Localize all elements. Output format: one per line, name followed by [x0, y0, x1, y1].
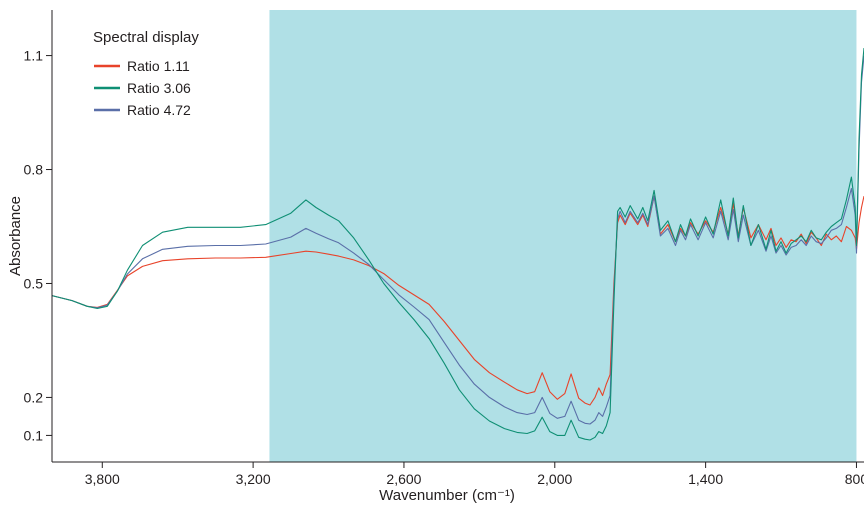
y-axis-label: Absorbance — [7, 196, 24, 276]
legend-title: Spectral display — [93, 29, 199, 46]
y-tick-label: 0.8 — [24, 162, 44, 178]
y-tick-label: 0.2 — [24, 389, 44, 405]
y-tick-label: 0.1 — [24, 427, 44, 443]
x-axis-label: Wavenumber (cm⁻¹) — [379, 487, 515, 504]
legend-entries: Ratio 1.11 Ratio 3.06 Ratio 4.72 — [94, 58, 191, 118]
x-tick-label: 2,600 — [386, 471, 421, 487]
x-tick-label: 2,000 — [537, 471, 572, 487]
x-tick-label: 3,800 — [85, 471, 120, 487]
legend-label: Ratio 4.72 — [127, 102, 191, 118]
x-tick-label: 3,200 — [236, 471, 271, 487]
x-tick-label: 800 — [845, 471, 864, 487]
legend-label: Ratio 3.06 — [127, 80, 191, 96]
x-ticks: 3,800 3,200 2,600 2,000 1,400 800 — [85, 462, 864, 487]
y-tick-label: 1.1 — [24, 48, 44, 64]
highlight-region — [269, 10, 857, 462]
series-line-ratio-3-06 — [51, 47, 864, 441]
y-tick-label: 0.5 — [24, 275, 44, 291]
x-tick-label: 1,400 — [688, 471, 723, 487]
series-layer — [51, 47, 864, 441]
legend-label: Ratio 1.11 — [127, 58, 190, 74]
y-ticks: 0.1 0.2 0.5 0.8 1.1 — [24, 48, 52, 443]
